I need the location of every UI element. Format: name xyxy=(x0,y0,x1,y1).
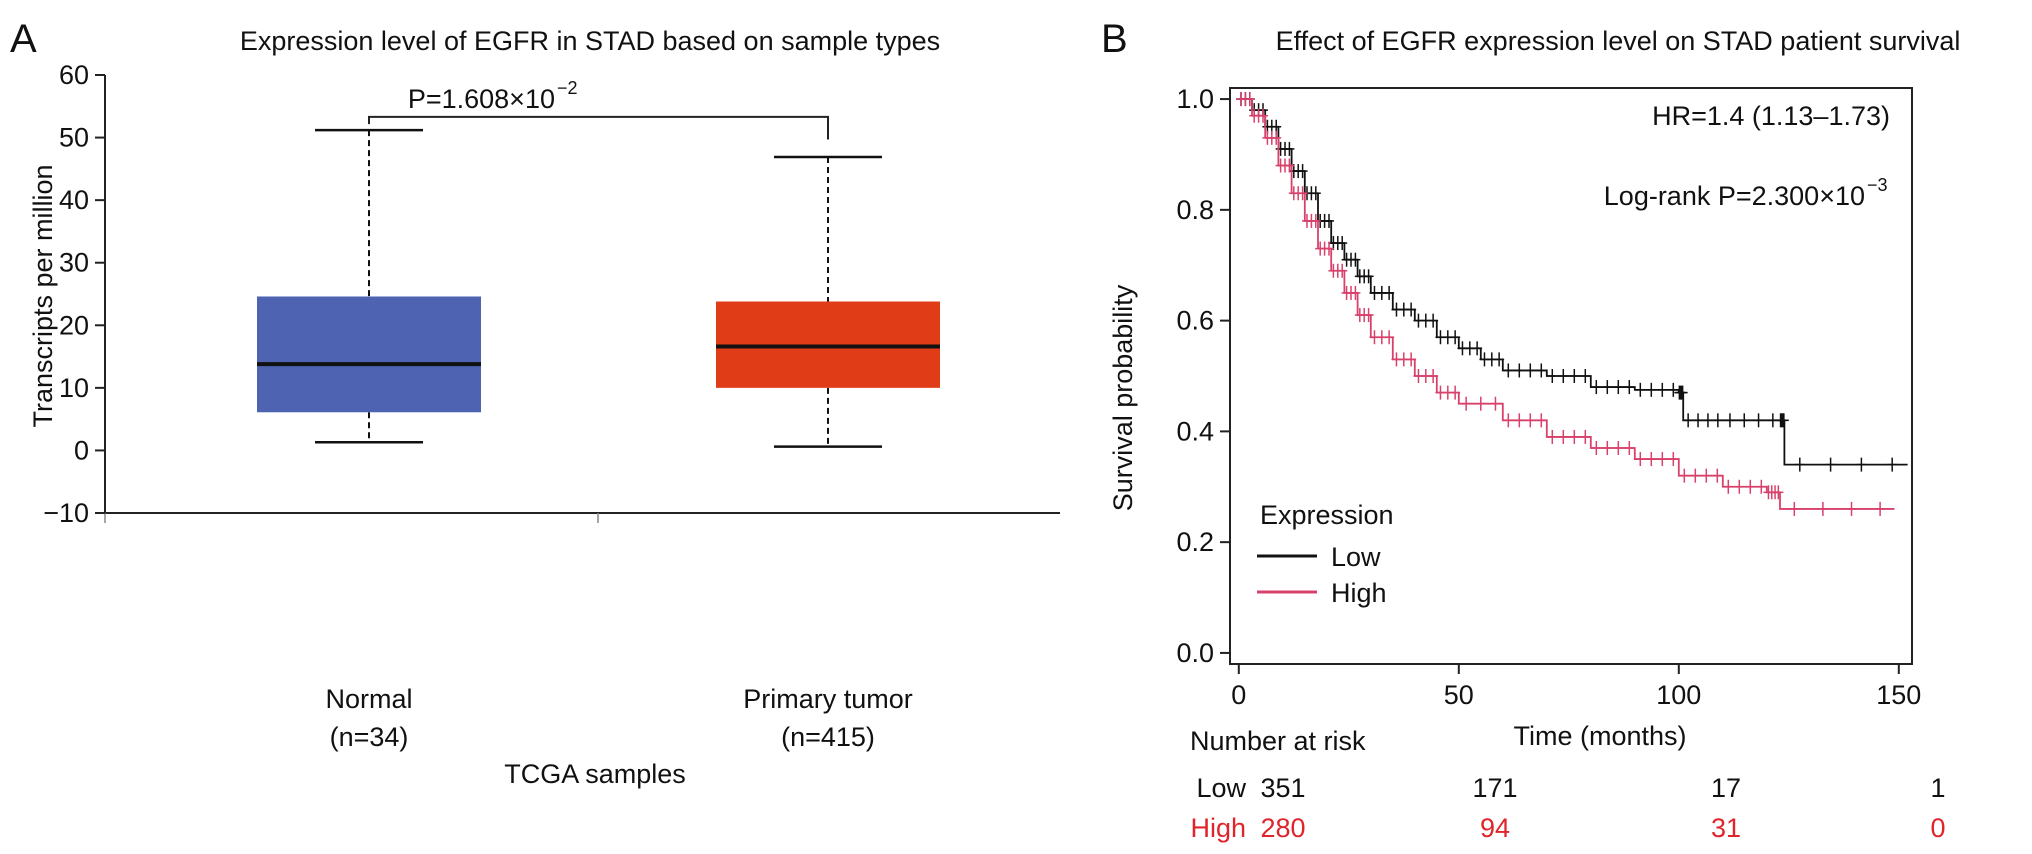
panel-b-xtick-label-150: 150 xyxy=(1876,680,1921,710)
category-n-tumor: (n=415) xyxy=(781,722,875,752)
panel-a-ytick-label--10: −10 xyxy=(43,498,89,528)
risk-low-150: 1 xyxy=(1930,773,1945,803)
logrank-annotation: Log-rank P=2.300×10 −3 xyxy=(1604,175,1888,211)
risk-high-0: 280 xyxy=(1260,813,1305,843)
panel-a-pvalue-exp: −2 xyxy=(557,78,578,98)
panel-a-pvalue-annotation: P=1.608×10 −2 xyxy=(368,78,829,140)
legend-title: Expression xyxy=(1260,500,1394,530)
panel-b-xtick-label-100: 100 xyxy=(1656,680,1701,710)
risk-low-0: 351 xyxy=(1260,773,1305,803)
panel-a-letter: A xyxy=(10,17,37,61)
panel-b-curves xyxy=(1236,92,1908,516)
panel-a-ytick-label-30: 30 xyxy=(59,248,89,278)
censor-marks-low xyxy=(1236,92,1898,472)
panel-a-ytick-label-40: 40 xyxy=(59,185,89,215)
logrank-exp: −3 xyxy=(1867,175,1888,195)
box-normal xyxy=(257,128,481,444)
panel-a: A Expression level of EGFR in STAD based… xyxy=(10,17,1060,789)
category-label-normal: Normal xyxy=(325,684,412,714)
panel-a-axes: −10 0 10 20 30 40 50 60 xyxy=(43,60,1060,528)
km-curve-high xyxy=(1238,98,1895,510)
panel-a-title: Expression level of EGFR in STAD based o… xyxy=(240,26,940,56)
panel-a-ytick-label-20: 20 xyxy=(59,310,89,340)
panel-a-xlabel: TCGA samples xyxy=(504,759,686,789)
box-tumor xyxy=(716,155,940,448)
panel-a-pvalue-base: P=1.608×10 xyxy=(408,84,555,114)
panel-b-axes: 0.0 0.2 0.4 0.6 0.8 1.0 0 50 100 150 xyxy=(1176,84,1921,710)
logrank-base: Log-rank P=2.300×10 xyxy=(1604,181,1865,211)
censor-marks-high xyxy=(1236,92,1886,516)
legend-label-high: High xyxy=(1331,578,1387,608)
panel-b-xlabel: Time (months) xyxy=(1513,721,1686,751)
panel-b-ytick-label-0.2: 0.2 xyxy=(1176,527,1214,557)
panel-b-ytick-label-0.8: 0.8 xyxy=(1176,195,1214,225)
panel-a-ylabel: Transcripts per million xyxy=(28,164,58,427)
risk-high-100: 31 xyxy=(1711,813,1741,843)
legend: Expression Low High xyxy=(1257,500,1394,608)
risk-table: Number at risk Low High 351 171 17 1 280… xyxy=(1190,726,1946,843)
panel-a-ytick-label-60: 60 xyxy=(59,60,89,90)
panel-a-ytick-label-0: 0 xyxy=(74,435,89,465)
risk-high-50: 94 xyxy=(1480,813,1510,843)
panel-b-ylabel: Survival probability xyxy=(1108,284,1138,511)
panel-b-ytick-label-0.6: 0.6 xyxy=(1176,306,1214,336)
hazard-ratio-text: HR=1.4 (1.13–1.73) xyxy=(1652,101,1890,131)
legend-label-low: Low xyxy=(1331,542,1381,572)
risk-row-label-low: Low xyxy=(1196,773,1246,803)
category-n-normal: (n=34) xyxy=(330,722,409,752)
risk-table-title: Number at risk xyxy=(1190,726,1366,756)
panel-b-ytick-label-1: 1.0 xyxy=(1176,84,1214,114)
risk-high-150: 0 xyxy=(1930,813,1945,843)
panel-b-frame xyxy=(1229,87,1913,665)
panel-b-ytick-label-0: 0.0 xyxy=(1176,638,1214,668)
panel-b: B Effect of EGFR expression level on STA… xyxy=(1101,17,1960,843)
iqr-box xyxy=(257,296,481,413)
panel-a-boxes xyxy=(257,128,940,448)
panel-a-xticklabels: Normal (n=34) Primary tumor (n=415) xyxy=(325,684,912,752)
panel-a-ytick-label-50: 50 xyxy=(59,123,89,153)
panel-b-xtick-label-50: 50 xyxy=(1444,680,1474,710)
risk-low-50: 171 xyxy=(1472,773,1517,803)
panel-b-letter: B xyxy=(1101,17,1128,61)
panel-b-xtick-label-0: 0 xyxy=(1231,680,1246,710)
km-curve-low xyxy=(1238,98,1908,466)
panel-b-ytick-label-0.4: 0.4 xyxy=(1176,416,1214,446)
risk-row-label-high: High xyxy=(1190,813,1246,843)
significance-bracket xyxy=(368,115,829,140)
category-label-tumor: Primary tumor xyxy=(743,684,913,714)
risk-low-100: 17 xyxy=(1711,773,1741,803)
panel-b-title: Effect of EGFR expression level on STAD … xyxy=(1276,26,1961,56)
panel-a-ytick-label-10: 10 xyxy=(59,373,89,403)
